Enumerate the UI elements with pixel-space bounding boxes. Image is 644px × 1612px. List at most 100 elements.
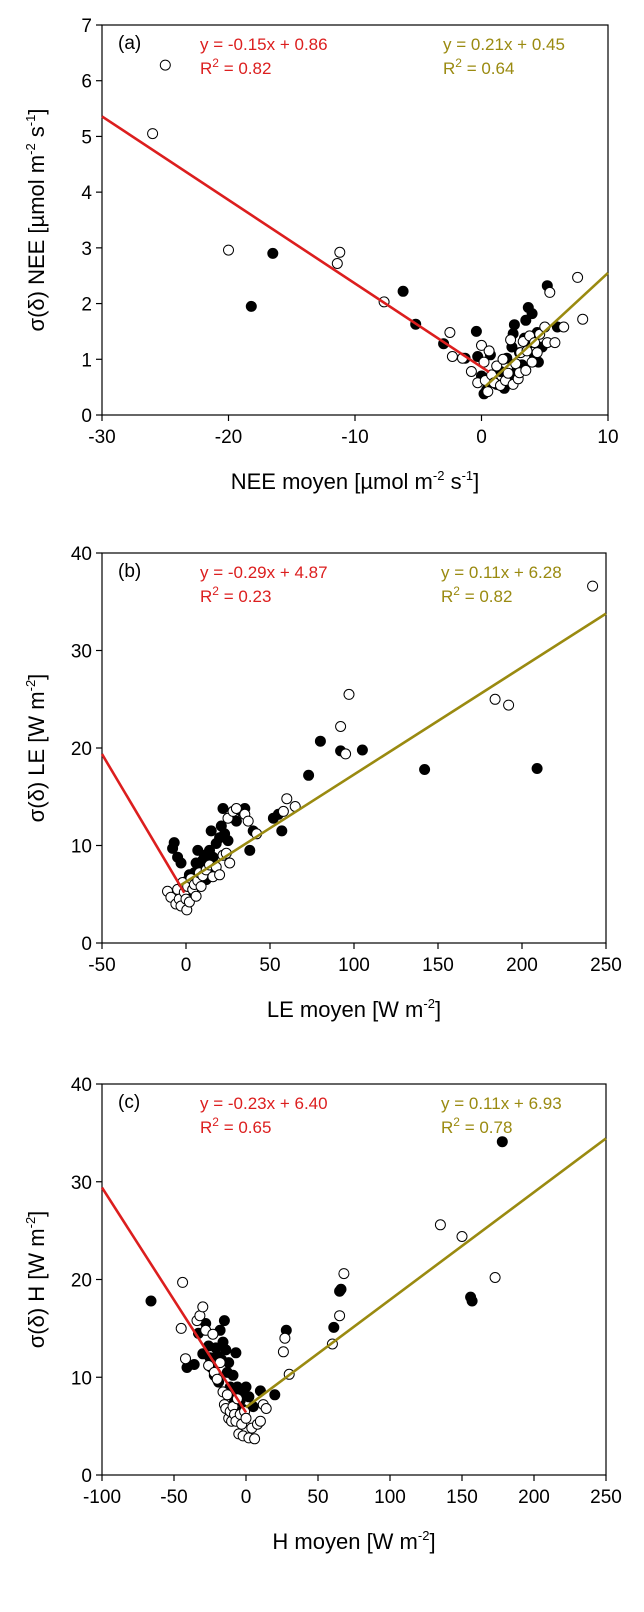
x-axis-title-text: ] (473, 469, 479, 494)
filled-marker (145, 1295, 157, 1307)
open-marker (465, 366, 477, 377)
left-fit-r-squared: R2 = 0.65 (200, 1115, 271, 1137)
y-tick-label: 1 (81, 350, 92, 371)
open-marker (334, 246, 346, 258)
open-marker (281, 793, 293, 805)
filled-marker (168, 837, 180, 849)
right-fit-r-squared: R2 = 0.78 (441, 1115, 512, 1137)
left-fit-line (101, 115, 490, 374)
x-axis-title-superscript: -2 (423, 996, 435, 1011)
r-squared-value: = 0.82 (460, 587, 512, 606)
filled-marker (240, 1381, 252, 1393)
open-marker (478, 356, 490, 368)
filled-marker (356, 744, 368, 756)
left-fit-equation: y = -0.29x + 4.87 (200, 563, 328, 582)
open-marker (207, 1328, 219, 1340)
x-axis-title-text: H moyen [W m (272, 1529, 417, 1554)
y-tick-label: 20 (71, 1271, 92, 1292)
open-marker (334, 1310, 346, 1322)
filled-marker (466, 1295, 478, 1307)
panel-label: (a) (118, 33, 141, 54)
x-tick-label: 150 (446, 1487, 478, 1508)
open-marker (531, 347, 543, 359)
left-fit-equation: y = -0.15x + 0.86 (200, 35, 328, 54)
y-axis-title-superscript: -1 (23, 115, 38, 127)
open-marker (159, 59, 171, 71)
filled-marker (276, 825, 288, 837)
filled-marker (397, 285, 409, 297)
left-fit-r-squared: R2 = 0.23 (200, 584, 271, 606)
filled-marker (314, 735, 326, 747)
y-tick-label: 3 (81, 239, 92, 260)
x-tick-label: 200 (506, 955, 538, 976)
open-marker (254, 1415, 266, 1427)
x-tick-label: 250 (590, 955, 622, 976)
open-marker (214, 869, 226, 881)
filled-marker (470, 325, 482, 337)
y-tick-label: 0 (81, 406, 92, 427)
y-tick-label: 40 (71, 544, 92, 565)
open-marker (476, 339, 487, 351)
open-marker (544, 286, 556, 298)
panel-label: (c) (118, 1092, 140, 1113)
y-tick-label: 30 (71, 1173, 92, 1194)
y-axis-title: σ(δ) NEE [µmol m-2 s-1] (23, 109, 49, 332)
y-tick-label: 0 (81, 1466, 92, 1487)
y-tick-label: 40 (71, 1075, 92, 1096)
y-axis-title-text: ] (24, 109, 49, 115)
x-tick-label: 0 (241, 1487, 252, 1508)
x-tick-label: 200 (518, 1487, 550, 1508)
open-marker (482, 386, 494, 398)
filled-marker (496, 1136, 508, 1148)
y-tick-label: 10 (71, 1368, 92, 1389)
filled-marker (188, 1359, 200, 1370)
r-squared-value: = 0.82 (219, 59, 271, 78)
x-axis-title-text: ] (435, 997, 441, 1022)
open-marker (221, 1389, 233, 1401)
open-marker (503, 699, 515, 711)
x-axis-title: LE moyen [W m-2] (267, 996, 441, 1022)
filled-marker (269, 1389, 281, 1401)
open-marker (577, 313, 589, 325)
y-tick-label: 0 (81, 934, 92, 955)
open-marker (249, 1433, 261, 1445)
filled-marker (205, 825, 217, 837)
x-axis-title-text: s (444, 469, 461, 494)
open-marker (277, 1346, 289, 1358)
r-squared-value: = 0.65 (219, 1118, 271, 1137)
filled-marker (303, 769, 315, 781)
r-squared-superscript: 2 (453, 1115, 460, 1129)
filled-marker (508, 319, 520, 331)
y-tick-label: 4 (81, 183, 92, 204)
open-marker (497, 353, 509, 365)
open-marker (340, 748, 352, 760)
x-tick-label: -30 (88, 427, 115, 448)
left-fit-r-squared: R2 = 0.82 (200, 56, 271, 78)
open-marker (489, 693, 501, 705)
right-fit-line (245, 1137, 607, 1409)
open-marker (558, 321, 570, 333)
filled-marker (419, 764, 431, 775)
open-marker (446, 351, 458, 362)
open-marker (211, 1373, 223, 1385)
x-tick-label: 150 (422, 955, 454, 976)
open-marker (190, 890, 202, 902)
open-marker (277, 805, 289, 817)
open-marker (520, 364, 532, 376)
y-axis-title-superscript: -2 (23, 680, 38, 692)
open-marker (331, 258, 343, 269)
filled-marker (175, 857, 187, 869)
open-marker (434, 1219, 446, 1231)
r-squared-symbol: R (441, 587, 453, 606)
open-marker (444, 327, 456, 338)
y-axis-title-text: σ(δ) H [W m (24, 1228, 49, 1348)
filled-marker (520, 314, 532, 326)
left-fit-line (100, 1186, 248, 1414)
y-axis-title: σ(δ) LE [W m-2] (23, 674, 49, 823)
x-tick-label: 100 (338, 955, 370, 976)
x-tick-label: -20 (215, 427, 242, 448)
filled-marker (222, 835, 234, 847)
filled-marker (244, 844, 256, 856)
y-tick-label: 7 (81, 16, 92, 37)
x-tick-label: 50 (307, 1487, 328, 1508)
